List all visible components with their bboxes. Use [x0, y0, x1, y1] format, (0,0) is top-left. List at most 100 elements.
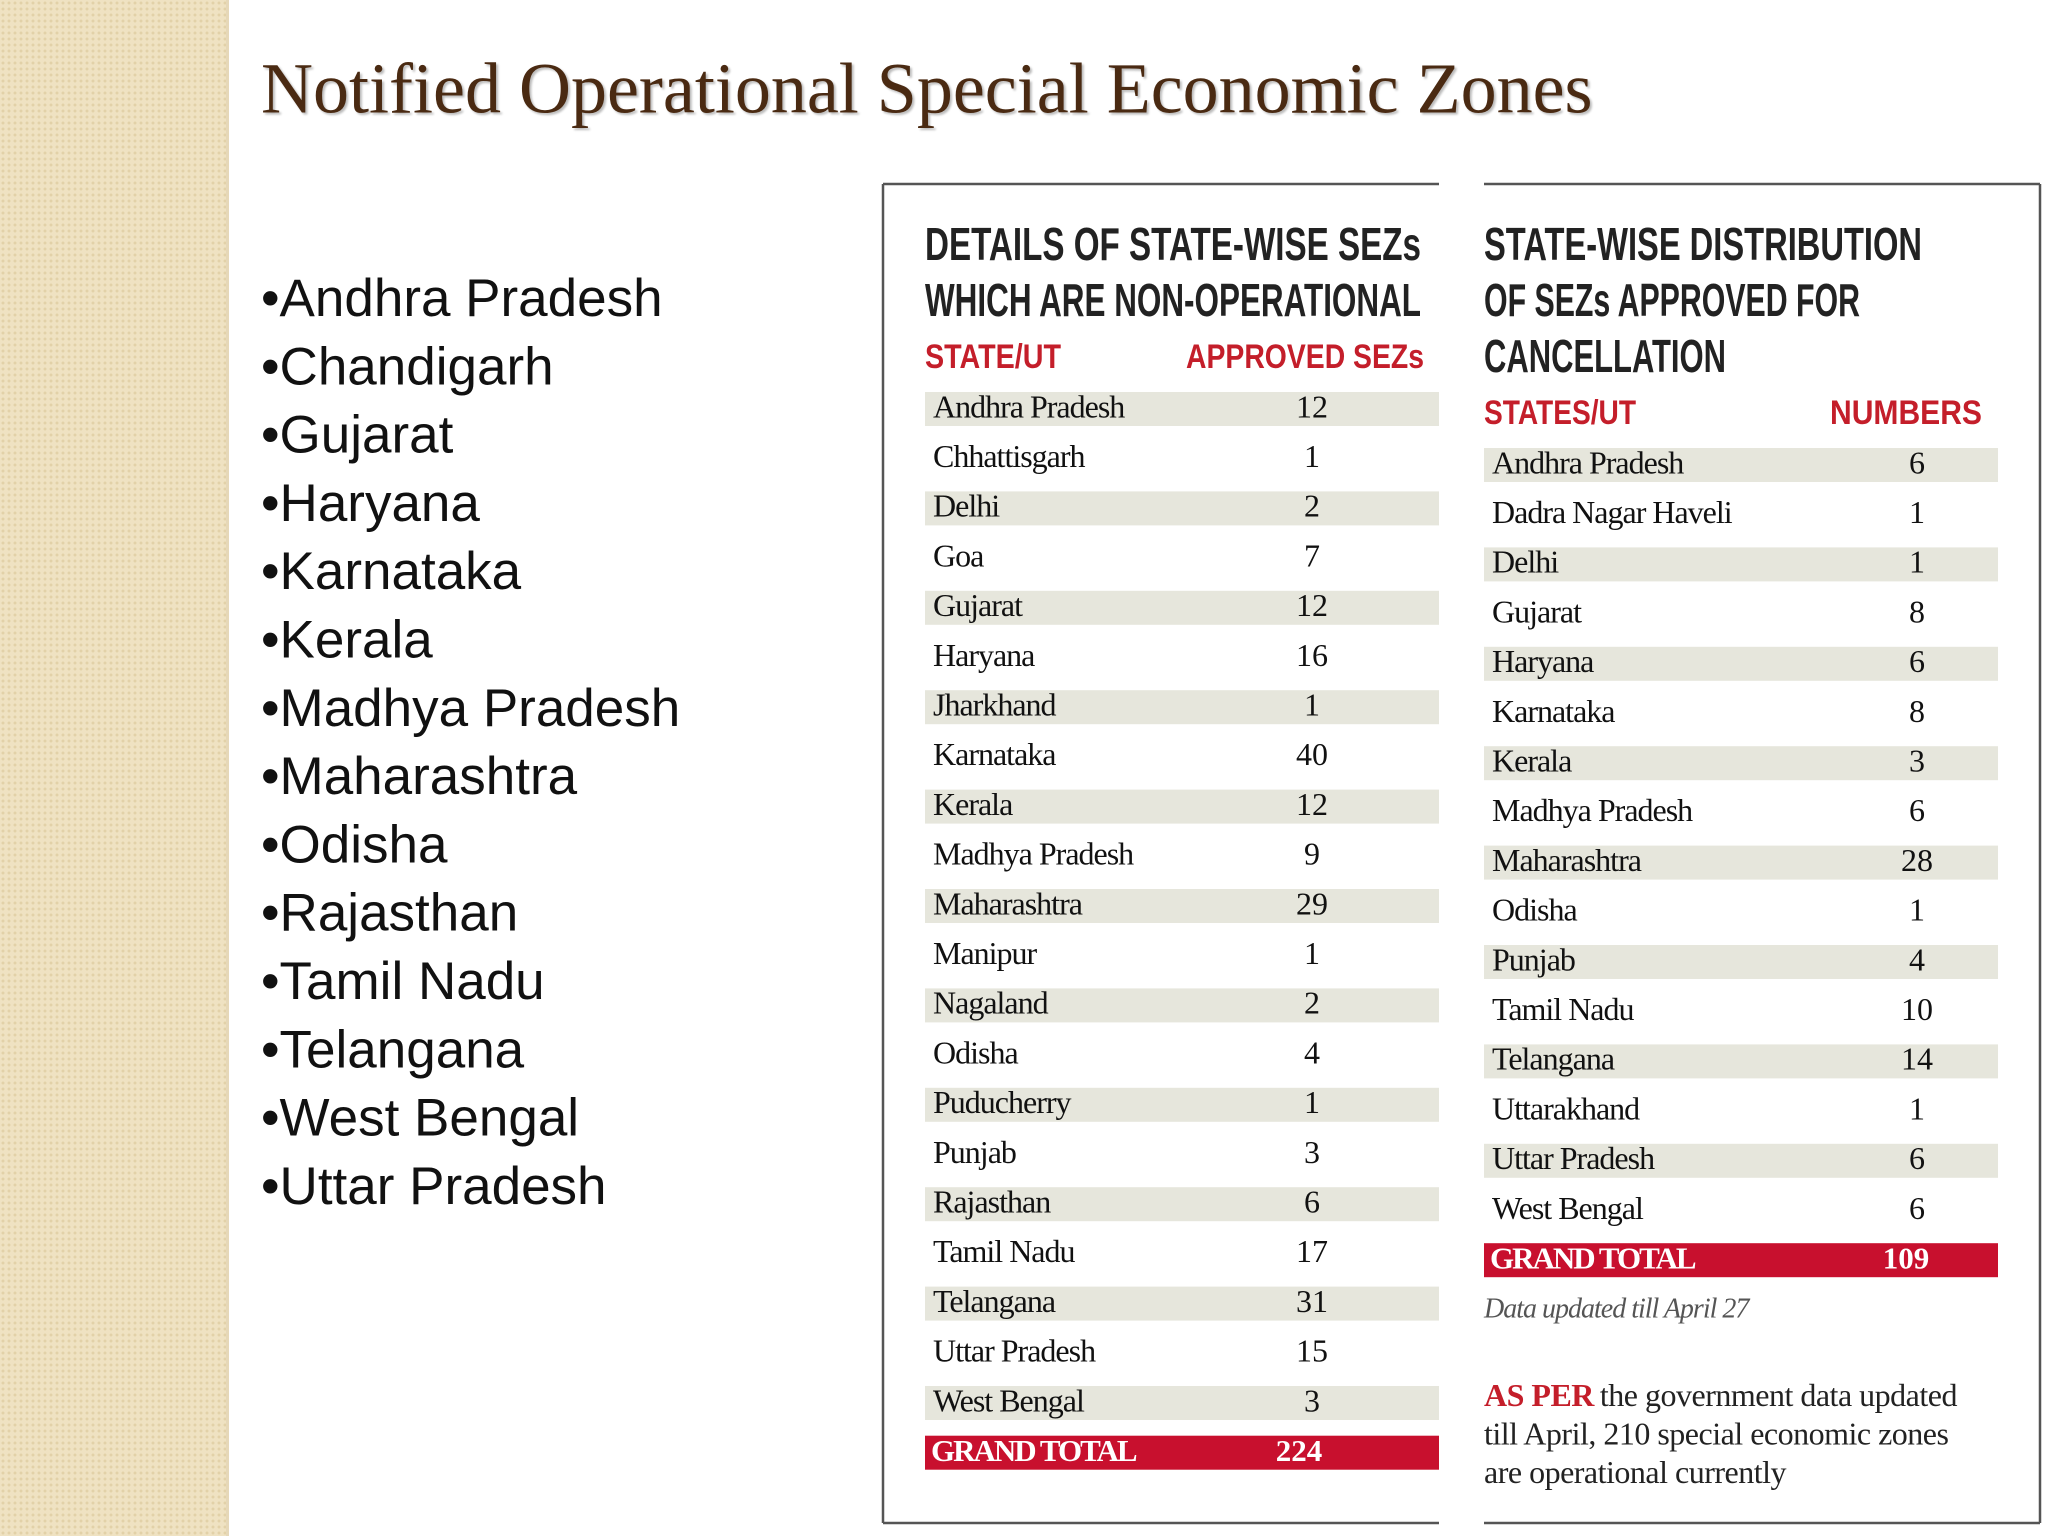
state-name: Manipur — [933, 935, 1038, 971]
state-count: 2 — [1304, 488, 1320, 524]
state-name: Odisha — [933, 1034, 1018, 1070]
state-count: 6 — [1909, 1140, 1925, 1176]
state-name: Karnataka — [933, 736, 1056, 772]
state-count: 1 — [1909, 892, 1925, 928]
footnote-line: AS PER the government data updated — [1484, 1377, 1957, 1413]
state-count: 6 — [1909, 792, 1925, 828]
state-name: Punjab — [933, 1134, 1016, 1170]
row-stripe — [925, 889, 1439, 923]
total-value: 224 — [1276, 1433, 1323, 1468]
table-heading: OF SEZs APPROVED FOR — [1484, 274, 1860, 326]
state-name: Andhra Pradesh — [1492, 444, 1684, 480]
state-name: Maharashtra — [1492, 842, 1642, 878]
state-count: 7 — [1304, 537, 1320, 573]
row-stripe — [1484, 945, 1998, 979]
bullet-item: •Odisha — [261, 815, 448, 874]
footnote-line: till April, 210 special economic zones — [1484, 1416, 1948, 1452]
state-name: West Bengal — [1492, 1190, 1644, 1226]
state-name: Goa — [933, 537, 984, 573]
row-stripe — [925, 590, 1439, 625]
row-stripe — [1484, 1044, 1998, 1079]
state-count: 12 — [1296, 388, 1328, 424]
state-count: 16 — [1296, 637, 1328, 673]
row-stripe — [1484, 547, 1998, 582]
row-stripe — [1484, 746, 1998, 781]
state-name: West Bengal — [933, 1382, 1085, 1418]
total-label: GRAND TOTAL — [1490, 1240, 1696, 1275]
state-count: 12 — [1296, 587, 1328, 623]
state-name: Telangana — [1492, 1041, 1615, 1077]
state-count: 4 — [1909, 941, 1925, 977]
state-name: Gujarat — [933, 587, 1023, 623]
state-name: Tamil Nadu — [933, 1233, 1076, 1269]
state-name: Chhattisgarh — [933, 438, 1086, 474]
total-bar — [925, 1435, 1439, 1470]
state-count: 3 — [1304, 1382, 1320, 1418]
column-header: NUMBERS — [1830, 394, 1982, 432]
state-name: Punjab — [1492, 941, 1575, 977]
state-count: 14 — [1901, 1041, 1933, 1077]
state-name: Kerala — [1492, 743, 1572, 779]
state-name: Karnataka — [1492, 693, 1615, 729]
state-name: Madhya Pradesh — [1492, 792, 1693, 828]
table-heading: STATE-WISE DISTRIBUTION — [1484, 218, 1922, 270]
state-count: 6 — [1909, 1190, 1925, 1226]
state-count: 40 — [1296, 736, 1328, 772]
state-name: Dadra Nagar Haveli — [1492, 494, 1733, 530]
state-count: 6 — [1909, 444, 1925, 480]
state-count: 10 — [1901, 991, 1933, 1027]
state-name: Nagaland — [933, 985, 1049, 1021]
state-count: 3 — [1304, 1134, 1320, 1170]
state-name: Delhi — [1492, 544, 1559, 580]
column-header: STATES/UT — [1484, 394, 1636, 432]
state-count: 28 — [1901, 842, 1933, 878]
state-name: Maharashtra — [933, 885, 1083, 921]
state-count: 1 — [1304, 687, 1320, 723]
row-stripe — [925, 789, 1439, 824]
row-stripe — [925, 1386, 1439, 1420]
state-count: 6 — [1304, 1184, 1320, 1220]
table-heading: CANCELLATION — [1484, 330, 1726, 382]
row-stripe — [925, 392, 1439, 426]
footnote-line: are operational currently — [1484, 1454, 1787, 1490]
state-name: Andhra Pradesh — [933, 388, 1125, 424]
column-header: APPROVED SEZs — [1186, 338, 1424, 376]
state-name: Haryana — [933, 637, 1035, 673]
state-count: 15 — [1296, 1333, 1328, 1369]
bullet-item: •Andhra Pradesh — [261, 269, 663, 328]
bullet-item: •Uttar Pradesh — [261, 1157, 607, 1216]
state-name: Kerala — [933, 786, 1013, 822]
footnote-lead: AS PER — [1484, 1377, 1595, 1413]
table-heading: WHICH ARE NON-OPERATIONAL — [925, 274, 1421, 326]
state-count: 17 — [1296, 1233, 1328, 1269]
footnote-text: till April, 210 special economic zones — [1484, 1416, 1948, 1452]
bullet-item: •Haryana — [261, 474, 480, 533]
slide-title: Notified Operational Special Economic Zo… — [261, 49, 1593, 129]
state-count: 1 — [1909, 1090, 1925, 1126]
row-stripe — [925, 690, 1439, 725]
bullet-item: •Chandigarh — [261, 337, 554, 396]
state-name: Uttar Pradesh — [933, 1333, 1096, 1369]
row-stripe — [925, 1087, 1439, 1122]
state-count: 1 — [1304, 438, 1320, 474]
row-stripe — [925, 1187, 1439, 1222]
footnote-text: the government data updated — [1600, 1377, 1958, 1413]
state-count: 1 — [1909, 494, 1925, 530]
side-stripe — [0, 0, 229, 1536]
bullet-item: •West Bengal — [261, 1089, 579, 1148]
state-name: Madhya Pradesh — [933, 836, 1134, 872]
bullet-item: •Maharashtra — [261, 747, 578, 806]
bullet-item: •Kerala — [261, 611, 433, 670]
state-name: Uttar Pradesh — [1492, 1140, 1655, 1176]
state-count: 1 — [1909, 544, 1925, 580]
state-count: 2 — [1304, 985, 1320, 1021]
row-stripe — [925, 1286, 1439, 1321]
row-stripe — [1484, 646, 1998, 681]
state-count: 8 — [1909, 593, 1925, 629]
column-header: STATE/UT — [925, 338, 1061, 376]
row-stripe — [1484, 448, 1998, 482]
bullet-item: •Madhya Pradesh — [261, 679, 680, 738]
state-name: Gujarat — [1492, 593, 1582, 629]
